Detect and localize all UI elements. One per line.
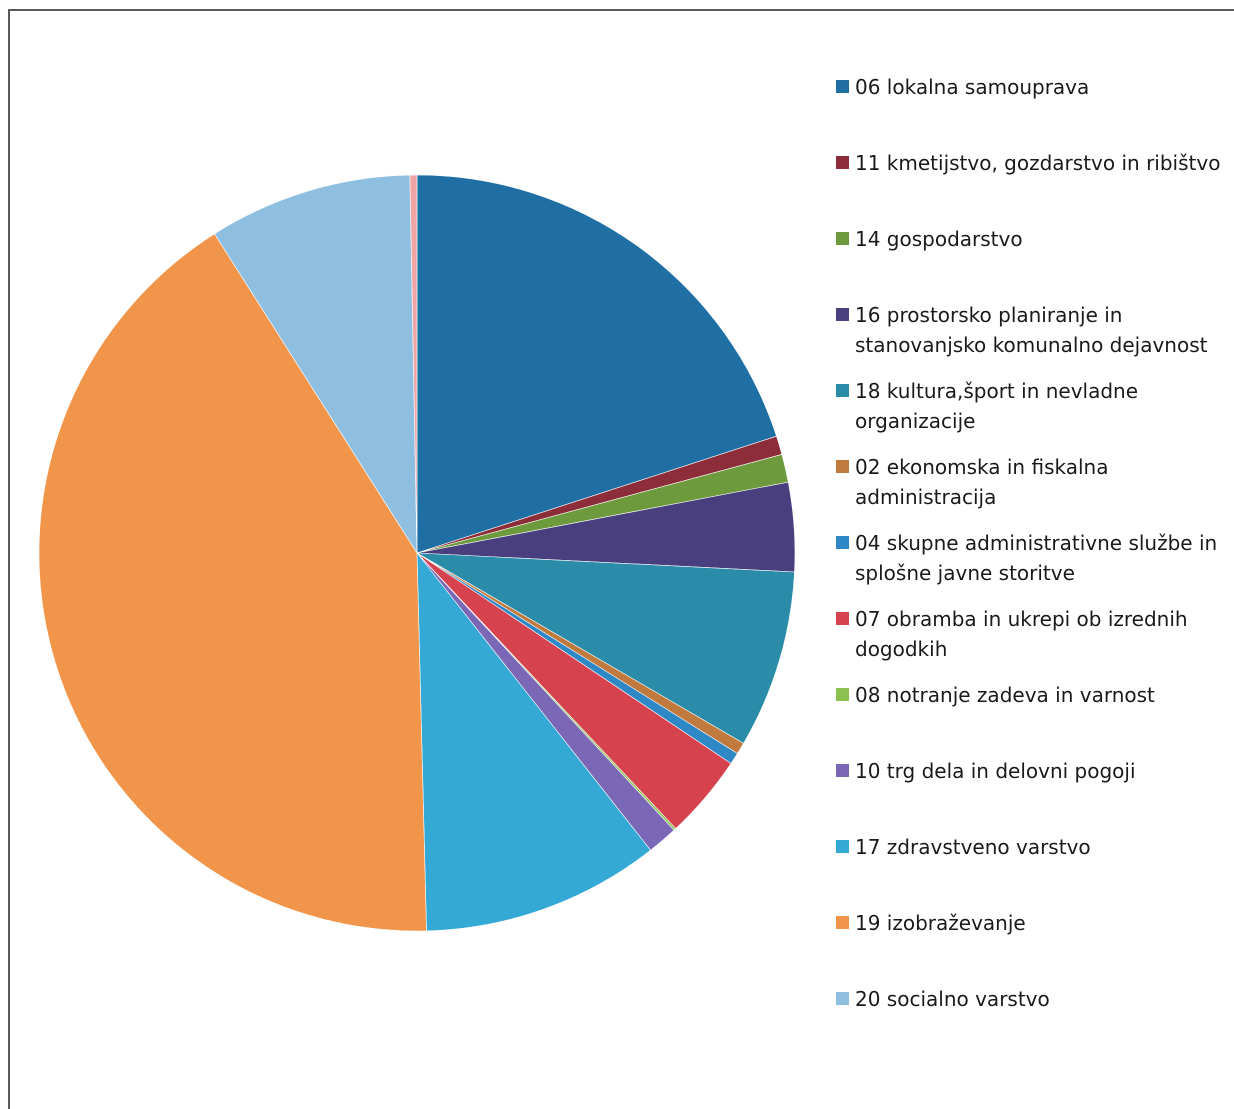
legend-item-8: 08 notranje zadeva in varnost (836, 680, 1231, 710)
pie-slice-11 (38, 233, 427, 932)
pie-slice-0 (416, 174, 777, 554)
legend-swatch-12 (836, 992, 849, 1005)
legend-item-0: 06 lokalna samouprava (836, 72, 1231, 102)
legend-label-7: 07 obramba in ukrepi ob izrednih dogodki… (855, 607, 1188, 661)
legend-swatch-10 (836, 840, 849, 853)
legend-item-10: 17 zdravstveno varstvo (836, 832, 1231, 862)
legend-label-10: 17 zdravstveno varstvo (855, 835, 1091, 859)
legend-item-12: 20 socialno varstvo (836, 984, 1231, 1014)
pie-slice-12 (214, 174, 418, 555)
legend-item-9: 10 trg dela in delovni pogoji (836, 756, 1231, 786)
legend-label-4: 18 kultura,šport in nevladne organizacij… (855, 379, 1139, 433)
pie-slice-10 (416, 552, 651, 932)
legend-item-11: 19 izobraževanje (836, 908, 1231, 938)
legend-item-5: 02 ekonomska in fiskalna administracija (836, 452, 1231, 512)
legend-swatch-9 (836, 764, 849, 777)
legend-item-6: 04 skupne administrativne službe in splo… (836, 528, 1231, 588)
legend-label-12: 20 socialno varstvo (855, 987, 1050, 1011)
legend-label-0: 06 lokalna samouprava (855, 75, 1090, 99)
legend-label-6: 04 skupne administrativne službe in splo… (855, 531, 1218, 585)
legend-item-4: 18 kultura,šport in nevladne organizacij… (836, 376, 1231, 436)
legend-swatch-6 (836, 536, 849, 549)
legend-swatch-2 (836, 232, 849, 245)
legend-swatch-4 (836, 384, 849, 397)
legend-item-7: 07 obramba in ukrepi ob izrednih dogodki… (836, 604, 1231, 664)
legend-label-3: 16 prostorsko planiranje in stanovanjsko… (855, 303, 1208, 357)
legend-label-9: 10 trg dela in delovni pogoji (855, 759, 1136, 783)
legend-swatch-7 (836, 612, 849, 625)
legend-swatch-0 (836, 80, 849, 93)
legend-label-11: 19 izobraževanje (855, 911, 1026, 935)
legend-label-2: 14 gospodarstvo (855, 227, 1023, 251)
legend-swatch-3 (836, 308, 849, 321)
legend-label-5: 02 ekonomska in fiskalna administracija (855, 455, 1109, 509)
legend-swatch-11 (836, 916, 849, 929)
pie-slice-13 (409, 174, 418, 554)
legend-item-3: 16 prostorsko planiranje in stanovanjsko… (836, 300, 1231, 360)
pie-slice-4 (416, 552, 795, 744)
legend-item-2: 14 gospodarstvo (836, 224, 1231, 254)
legend-item-1: 11 kmetijstvo, gozdarstvo in ribištvo (836, 148, 1231, 178)
legend-swatch-8 (836, 688, 849, 701)
legend-swatch-1 (836, 156, 849, 169)
pie-chart (38, 174, 796, 932)
legend-swatch-5 (836, 460, 849, 473)
legend-label-1: 11 kmetijstvo, gozdarstvo in ribištvo (855, 151, 1221, 175)
legend-label-8: 08 notranje zadeva in varnost (855, 683, 1155, 707)
chart-frame (8, 9, 1234, 1109)
